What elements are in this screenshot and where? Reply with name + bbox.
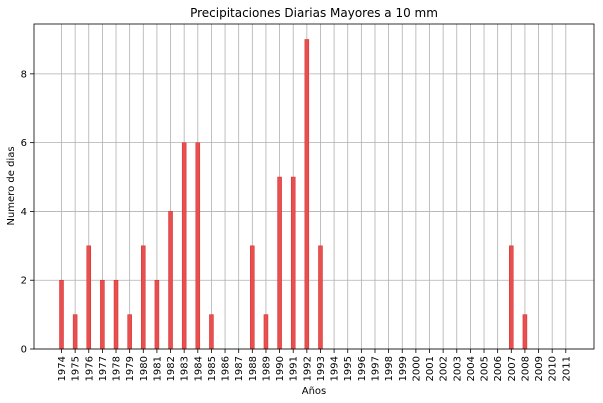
bar-1992	[304, 39, 310, 350]
x-tick-label: 1985	[207, 356, 218, 381]
x-tick-label: 1987	[234, 356, 245, 381]
x-tick-label: 1979	[125, 356, 136, 381]
x-tick-label: 1989	[261, 356, 272, 381]
bar-1976	[86, 245, 92, 350]
x-tick-label: 1974	[57, 356, 68, 381]
x-tick-label: 1997	[370, 356, 381, 381]
x-tick-label: 1993	[316, 356, 327, 381]
x-tick-label: 1977	[98, 356, 109, 381]
bar-2007	[509, 245, 514, 350]
bar-1985	[209, 314, 214, 350]
y-tick-label: 4	[21, 207, 27, 218]
x-tick-label: 1998	[384, 356, 395, 381]
bar-1991	[290, 176, 296, 350]
y-tick-label: 0	[21, 345, 27, 356]
x-tick-label: 1983	[180, 356, 191, 381]
x-tick-label: 2004	[466, 356, 477, 381]
x-tick-label: 1995	[343, 356, 354, 381]
x-tick-label: 1976	[84, 356, 95, 381]
bar-1993	[318, 245, 323, 350]
chart-title: Precipitaciones Diarias Mayores a 10 mm	[190, 6, 438, 20]
bar-1979	[127, 314, 132, 350]
bar-1982	[168, 211, 173, 350]
x-tick-label: 2002	[439, 356, 450, 381]
bar-1984	[195, 142, 201, 350]
x-tick-label: 1991	[289, 356, 300, 381]
x-tick-label: 1996	[357, 356, 368, 381]
bar-1983	[181, 142, 187, 350]
bar-2008	[522, 314, 528, 350]
x-tick-label: 2003	[452, 356, 463, 381]
x-tick-label: 1986	[221, 356, 232, 381]
x-tick-label: 1994	[330, 356, 341, 381]
x-tick-label: 1984	[193, 356, 204, 381]
x-tick-label: 2010	[548, 356, 559, 381]
x-tick-label: 1999	[398, 356, 409, 381]
bar-1988	[250, 245, 255, 350]
bar-1981	[154, 279, 160, 350]
x-tick-label: 2009	[534, 356, 545, 381]
x-axis-label: Años	[302, 386, 327, 397]
x-tick-label: 2000	[411, 356, 422, 381]
plot-frame	[33, 23, 595, 350]
x-tick-label: 1988	[248, 356, 259, 381]
x-tick-label: 1981	[152, 356, 163, 381]
x-tick-label: 1980	[139, 356, 150, 381]
x-tick-label: 1982	[166, 356, 177, 381]
x-tick-label: 2007	[507, 356, 518, 381]
y-tick-label: 6	[21, 138, 27, 149]
x-tick-label: 1992	[302, 356, 313, 381]
x-tick-label: 2006	[493, 356, 504, 381]
y-tick-label: 8	[21, 69, 27, 80]
bar-1974	[59, 279, 64, 350]
bar-1980	[141, 245, 146, 350]
x-tick-label: 1978	[112, 356, 123, 381]
y-tick-label: 2	[21, 276, 27, 287]
y-axis-label: Numero de dias	[6, 146, 17, 225]
y-axis-ticks: 0 2 4 6 8	[21, 69, 34, 356]
x-tick-label: 1990	[275, 356, 286, 381]
x-tick-label: 2011	[561, 356, 572, 381]
bar-1989	[263, 314, 269, 350]
x-tick-label: 2005	[480, 356, 491, 381]
bar-1978	[113, 279, 119, 350]
x-axis-ticks: 1974 1975 1976 1977 1978 1979 1980 1981 1982 1983…	[57, 349, 572, 381]
x-tick-label: 1975	[71, 356, 82, 381]
x-tick-label: 2001	[425, 356, 436, 381]
x-tick-label: 2008	[520, 356, 531, 381]
bar-1990	[277, 176, 282, 350]
bar-1975	[72, 314, 78, 350]
bar-1977	[100, 279, 105, 350]
